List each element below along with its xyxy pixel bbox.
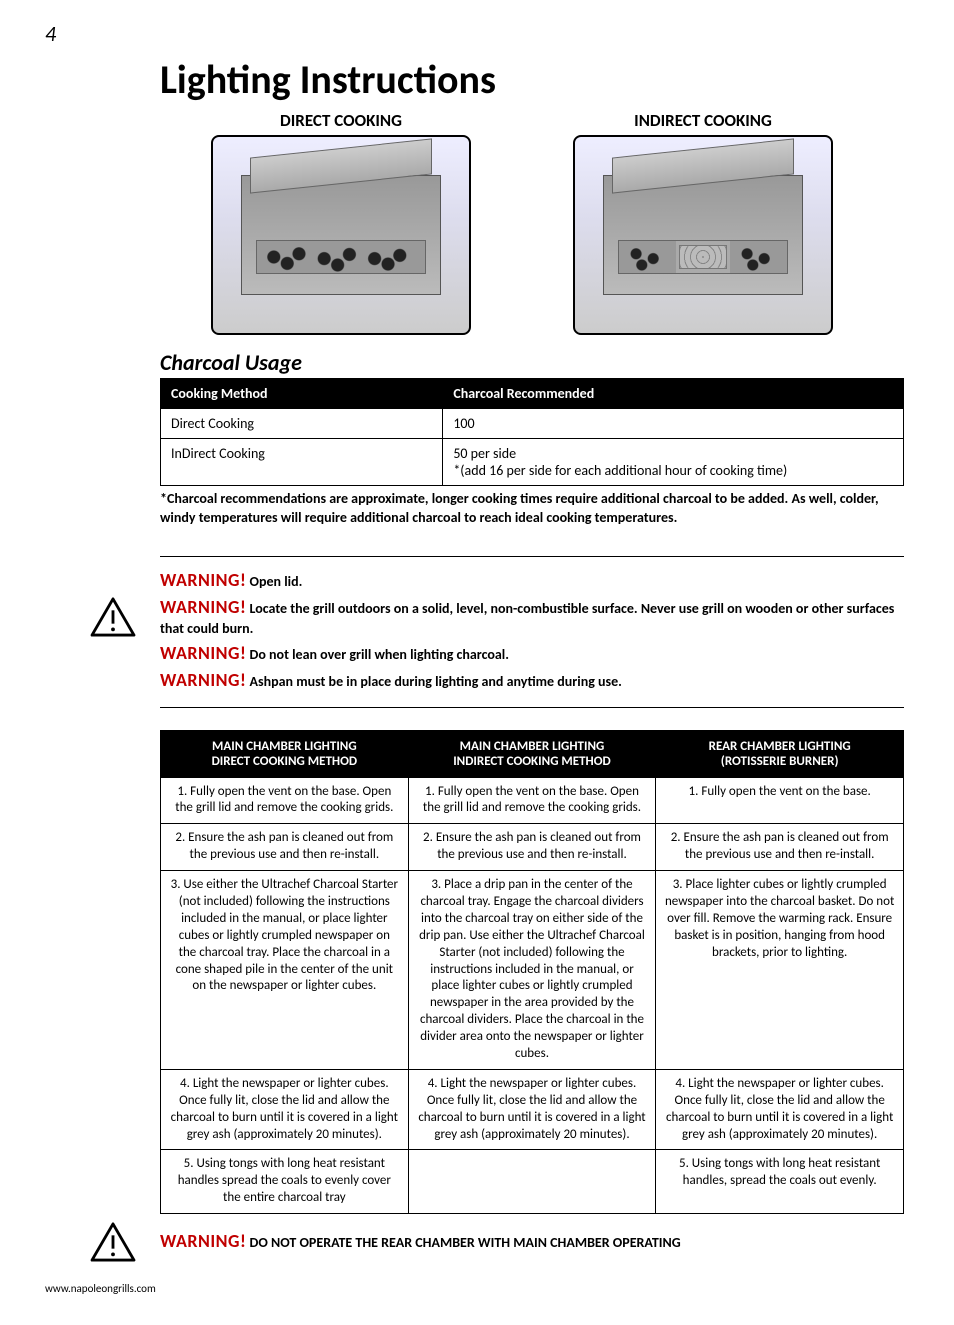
direct-cooking-illustration <box>211 135 471 335</box>
instr-cell: 4. Light the newspaper or lighter cubes.… <box>161 1069 409 1150</box>
indirect-cooking-column: INDIRECT COOKING <box>522 110 884 335</box>
charcoal-footnote: *Charcoal recommendations are approximat… <box>160 490 904 528</box>
warning-label: WARNING! <box>160 669 246 691</box>
bottom-warning-text: DO NOT OPERATE THE REAR CHAMBER WITH MAI… <box>250 1234 681 1251</box>
instr-cell: 3. Place a drip pan in the center of the… <box>408 871 656 1070</box>
instr-header-direct: MAIN CHAMBER LIGHTING DIRECT COOKING MET… <box>161 730 409 777</box>
warning-triangle-icon <box>90 1222 136 1262</box>
direct-cooking-column: DIRECT COOKING <box>160 110 522 335</box>
table-row: 4. Light the newspaper or lighter cubes.… <box>161 1069 904 1150</box>
instr-cell: 2. Ensure the ash pan is cleaned out fro… <box>656 824 904 871</box>
usage-method-cell: InDirect Cooking <box>161 439 443 486</box>
warning-label: WARNING! <box>160 642 246 664</box>
warning-label: WARNING! <box>160 569 246 591</box>
usage-recommended-cell: 100 <box>443 409 904 439</box>
table-row: 5. Using tongs with long heat resistant … <box>161 1150 904 1214</box>
instr-cell: 1. Fully open the vent on the base. Open… <box>408 777 656 824</box>
indirect-cooking-illustration <box>573 135 833 335</box>
instr-cell: 5. Using tongs with long heat resistant … <box>656 1150 904 1214</box>
instr-cell: 5. Using tongs with long heat resistant … <box>161 1150 409 1214</box>
instr-cell: 3. Use either the Ultrachef Charcoal Sta… <box>161 871 409 1070</box>
instr-cell: 2. Ensure the ash pan is cleaned out fro… <box>161 824 409 871</box>
bottom-warning: WARNING! DO NOT OPERATE THE REAR CHAMBER… <box>160 1230 904 1253</box>
warning-label: WARNING! <box>160 1230 246 1252</box>
table-row: 2. Ensure the ash pan is cleaned out fro… <box>161 824 904 871</box>
table-row: InDirect Cooking 50 per side *(add 16 pe… <box>161 439 904 486</box>
warning-item: WARNING! Open lid. <box>160 569 904 592</box>
lighting-instruction-table: MAIN CHAMBER LIGHTING DIRECT COOKING MET… <box>160 730 904 1215</box>
instr-header-rear: REAR CHAMBER LIGHTING (ROTISSERIE BURNER… <box>656 730 904 777</box>
warning-text: Ashpan must be in place during lighting … <box>250 673 622 690</box>
warning-item: WARNING! Ashpan must be in place during … <box>160 669 904 692</box>
usage-method-cell: Direct Cooking <box>161 409 443 439</box>
direct-cooking-label: DIRECT COOKING <box>160 110 522 131</box>
instr-cell: 1. Fully open the vent on the base. Open… <box>161 777 409 824</box>
indirect-cooking-label: INDIRECT COOKING <box>522 110 884 131</box>
page-number: 4 <box>45 20 904 47</box>
cooking-methods-row: DIRECT COOKING INDIRECT COOKING <box>160 110 884 335</box>
instr-header-indirect: MAIN CHAMBER LIGHTING INDIRECT COOKING M… <box>408 730 656 777</box>
warning-item: WARNING! Locate the grill outdoors on a … <box>160 596 904 638</box>
warning-text: Open lid. <box>250 573 303 590</box>
usage-col-method: Cooking Method <box>161 379 443 409</box>
usage-recommended-cell: 50 per side *(add 16 per side for each a… <box>443 439 904 486</box>
warning-triangle-icon <box>90 597 136 637</box>
table-row: 1. Fully open the vent on the base. Open… <box>161 777 904 824</box>
table-row: 3. Use either the Ultrachef Charcoal Sta… <box>161 871 904 1070</box>
charcoal-usage-heading: Charcoal Usage <box>160 349 904 376</box>
warning-text: Locate the grill outdoors on a solid, le… <box>160 600 894 636</box>
charcoal-usage-table: Cooking Method Charcoal Recommended Dire… <box>160 378 904 486</box>
instr-cell: 4. Light the newspaper or lighter cubes.… <box>656 1069 904 1150</box>
warning-item: WARNING! Do not lean over grill when lig… <box>160 642 904 665</box>
footer-url: www.napoleongrills.com <box>45 1282 904 1295</box>
instr-cell: 3. Place lighter cubes or lightly crumpl… <box>656 871 904 1070</box>
warning-block: WARNING! Open lid. WARNING! Locate the g… <box>160 556 904 708</box>
page-title: Lighting Instructions <box>160 55 904 104</box>
instr-cell: 4. Light the newspaper or lighter cubes.… <box>408 1069 656 1150</box>
warning-text: Do not lean over grill when lighting cha… <box>250 646 509 663</box>
instr-cell: 2. Ensure the ash pan is cleaned out fro… <box>408 824 656 871</box>
table-row: Direct Cooking 100 <box>161 409 904 439</box>
instr-cell: 1. Fully open the vent on the base. <box>656 777 904 824</box>
warning-label: WARNING! <box>160 596 246 618</box>
usage-col-recommended: Charcoal Recommended <box>443 379 904 409</box>
instr-cell <box>408 1150 656 1214</box>
